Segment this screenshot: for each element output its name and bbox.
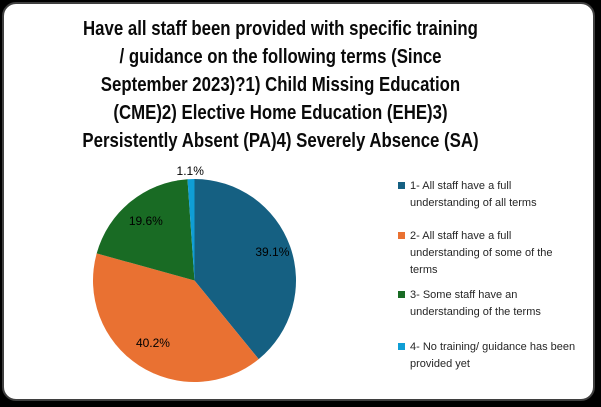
legend-label: 2- All staff have a full understanding o… bbox=[410, 230, 553, 276]
pie-slice-3 bbox=[96, 178, 194, 280]
chart-title-line: (CME)2) Elective Home Education (EHE)3) bbox=[113, 102, 448, 124]
legend-label: 1- All staff have a full understanding o… bbox=[410, 180, 537, 209]
pie-slice-1 bbox=[194, 178, 296, 359]
pie-area: 39.1% 40.2% 19.6% 1.1% bbox=[54, 149, 344, 399]
pie-data-label: 39.1% bbox=[255, 245, 290, 260]
pie-data-label: 40.2% bbox=[135, 335, 170, 350]
legend-item-3: 3- Some staff have an understanding of t… bbox=[398, 287, 596, 321]
legend-swatch-lightblue bbox=[398, 343, 405, 350]
pie-chart bbox=[92, 178, 296, 382]
legend-swatch-blue bbox=[398, 182, 405, 189]
pie-slice-4 bbox=[186, 178, 194, 280]
legend-label: 3- Some staff have an understanding of t… bbox=[410, 289, 541, 318]
chart-title: Have all staff been provided with specif… bbox=[48, 15, 513, 155]
legend-item-1: 1- All staff have a full understanding o… bbox=[398, 178, 596, 212]
legend-label: 4- No training/ guidance has been provid… bbox=[410, 341, 576, 370]
chart-legend: 1- All staff have a full understanding o… bbox=[398, 178, 596, 373]
legend-item-2: 2- All staff have a full understanding o… bbox=[398, 228, 596, 279]
legend-item-4: 4- No training/ guidance has been provid… bbox=[398, 339, 596, 373]
legend-swatch-orange bbox=[398, 232, 405, 239]
legend-swatch-green bbox=[398, 291, 405, 298]
pie-slice-2 bbox=[92, 252, 259, 382]
chart-title-line: Have all staff been provided with specif… bbox=[83, 18, 478, 40]
chart-title-line: Persistently Absent (PA)4) Severely Abse… bbox=[82, 130, 479, 152]
chart-title-line: September 2023)?1) Child Missing Educati… bbox=[100, 74, 461, 96]
chart-card: Have all staff been provided with specif… bbox=[2, 2, 595, 401]
chart-title-line: / guidance on the following terms (Since bbox=[119, 46, 442, 68]
pie-data-label: 19.6% bbox=[128, 214, 163, 229]
pie-data-label: 1.1% bbox=[176, 163, 204, 178]
